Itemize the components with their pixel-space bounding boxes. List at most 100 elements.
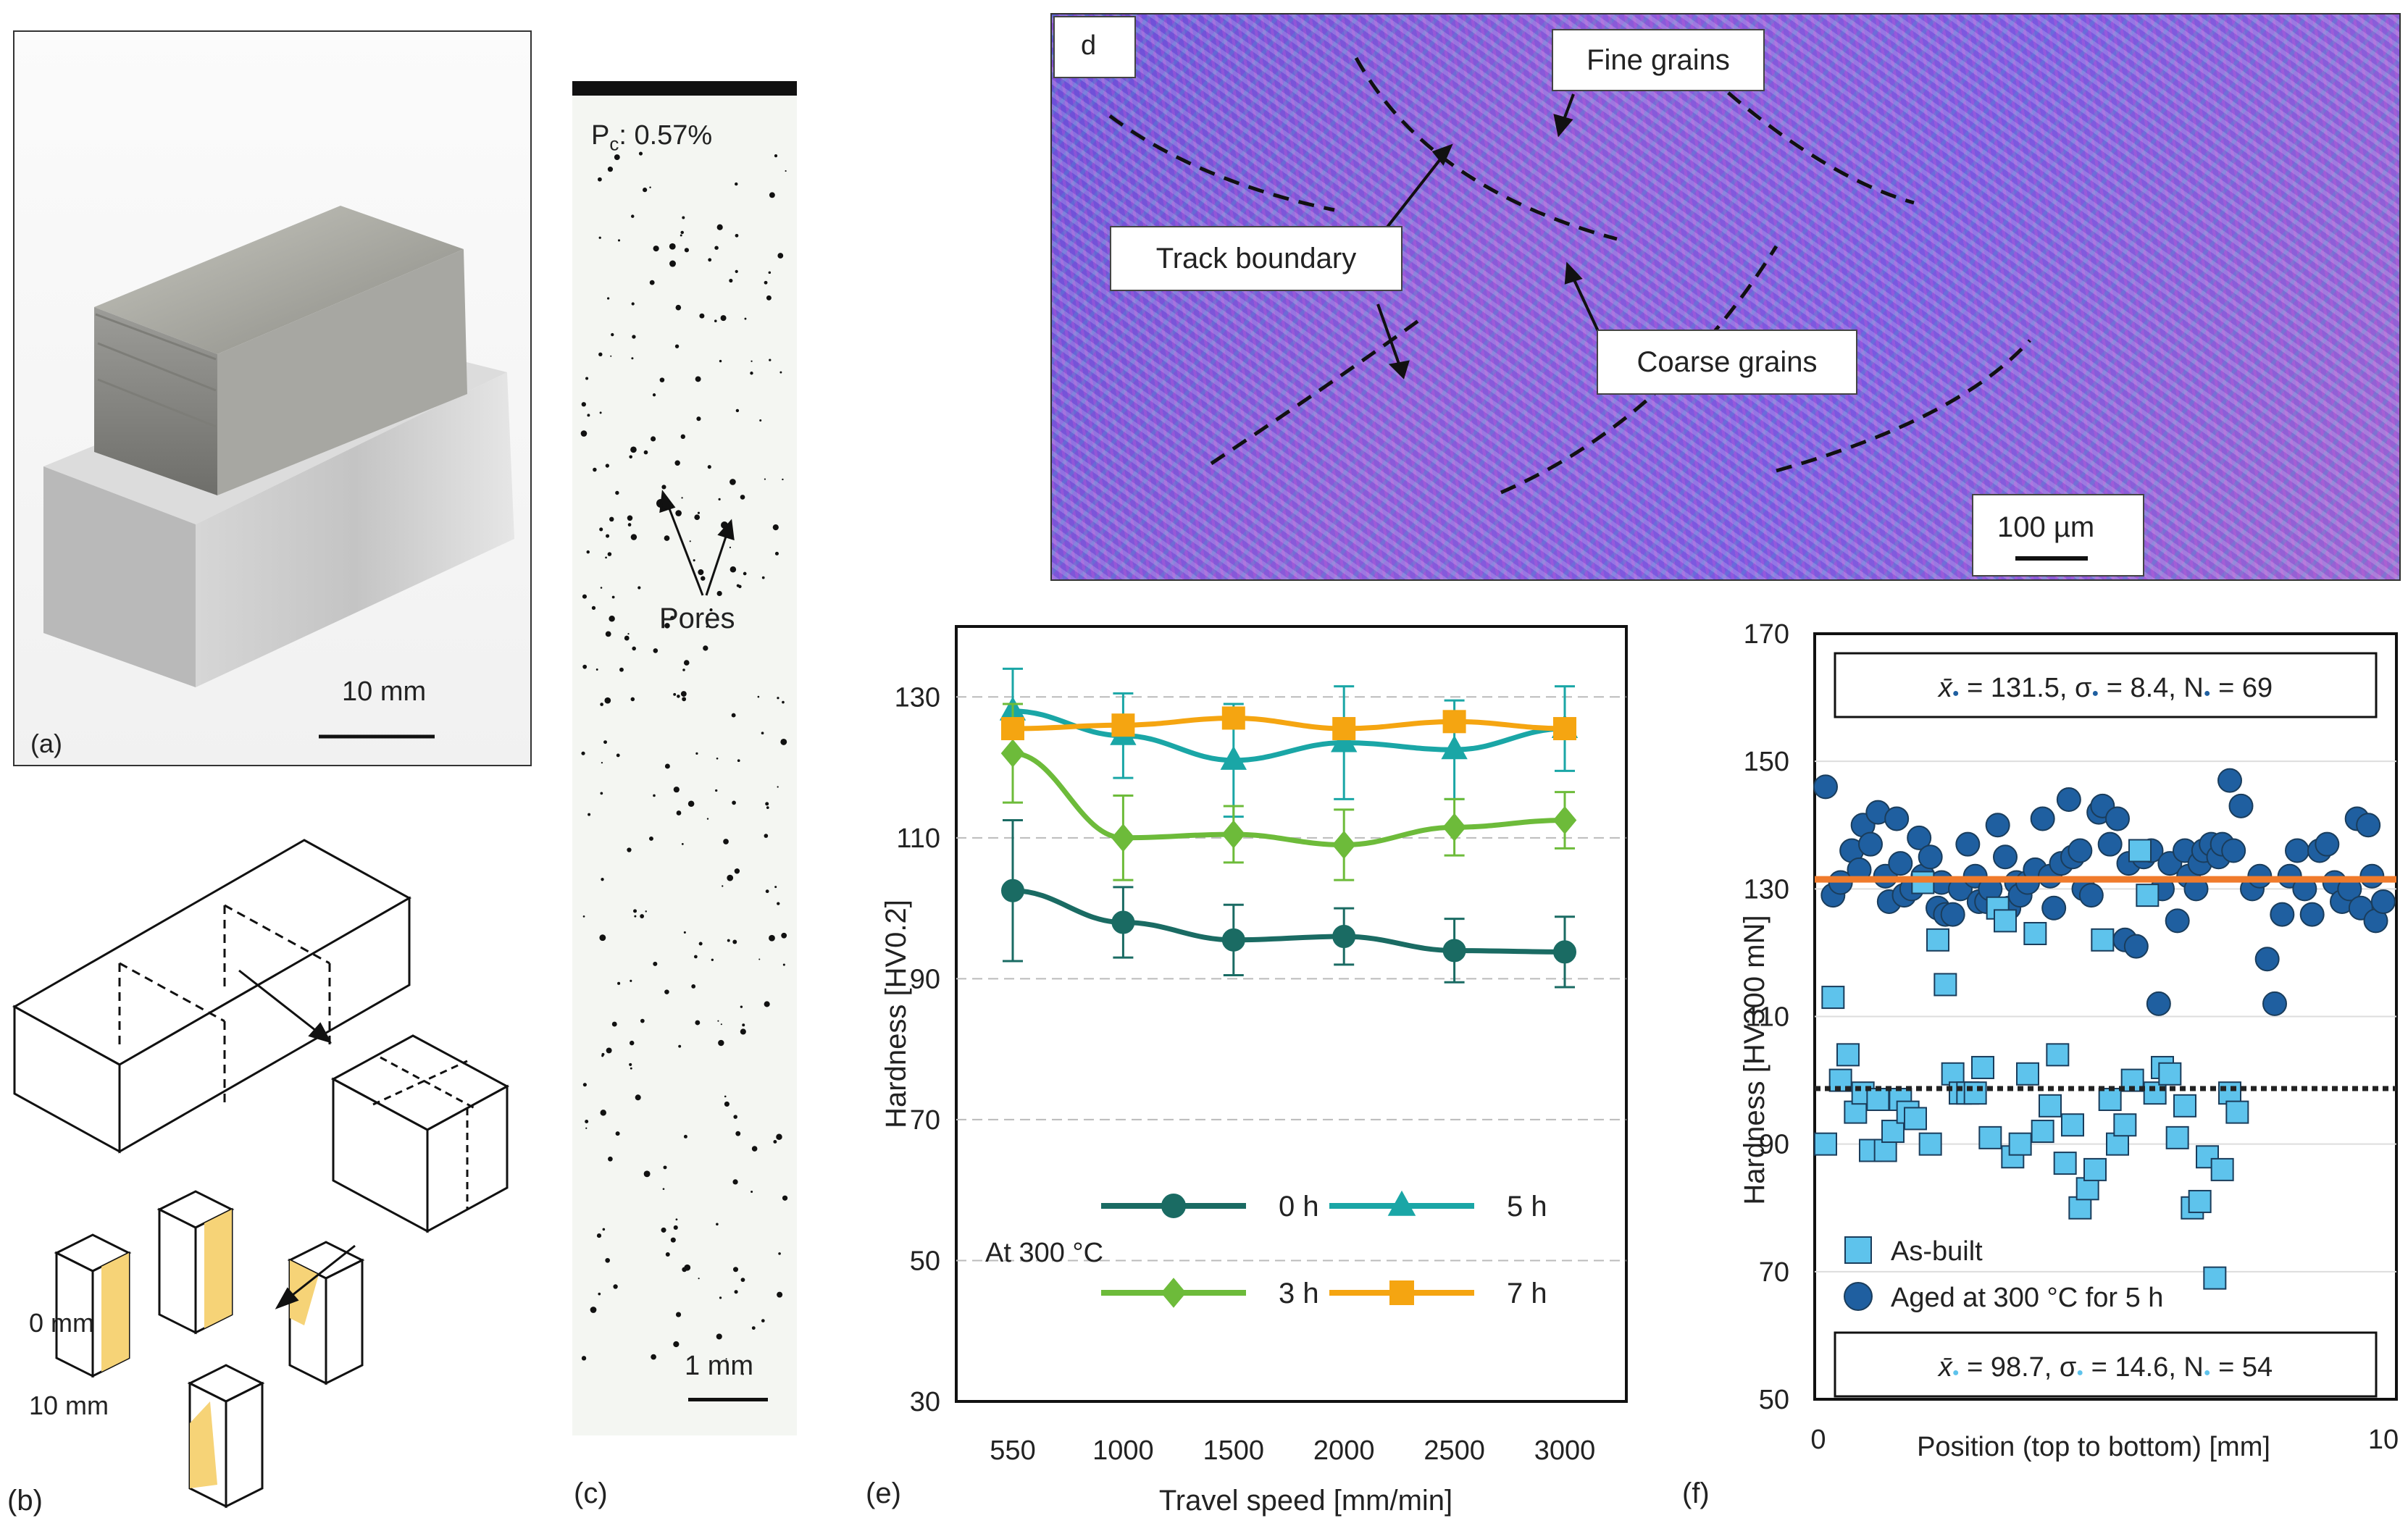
pore bbox=[609, 516, 614, 522]
data-point bbox=[1955, 831, 1981, 857]
data-point bbox=[2173, 1094, 2196, 1118]
pore bbox=[598, 352, 603, 357]
pore bbox=[687, 800, 695, 808]
track-boundary-callout: Track boundary bbox=[1110, 226, 1402, 291]
pore bbox=[717, 1020, 719, 1022]
pore bbox=[736, 584, 740, 587]
x-axis-label: Position (top to bottom) [mm] bbox=[1917, 1432, 2270, 1462]
pore bbox=[662, 1188, 665, 1190]
pore bbox=[661, 485, 666, 490]
pore bbox=[630, 446, 637, 453]
pore bbox=[769, 934, 775, 942]
pore bbox=[758, 958, 761, 960]
pore bbox=[684, 248, 690, 253]
pore bbox=[595, 668, 598, 671]
data-point bbox=[1907, 825, 1932, 850]
panel-d-label: d bbox=[1081, 30, 1097, 61]
pore bbox=[715, 789, 718, 792]
pore bbox=[606, 1047, 612, 1054]
pore bbox=[582, 1083, 587, 1087]
pore bbox=[706, 625, 708, 628]
pore bbox=[670, 616, 674, 621]
pore bbox=[593, 467, 597, 472]
pore bbox=[586, 550, 590, 554]
pore bbox=[729, 546, 732, 549]
stats-box bbox=[1834, 1331, 2378, 1398]
data-point bbox=[2075, 1177, 2099, 1201]
y-axis-label: Hardness [HV0.2] bbox=[880, 900, 912, 1128]
pore bbox=[725, 1358, 727, 1360]
pore bbox=[681, 497, 683, 499]
legend-entry: 7 h bbox=[1329, 1278, 1547, 1309]
pore bbox=[648, 836, 653, 841]
pore bbox=[635, 1094, 641, 1101]
pore bbox=[782, 963, 785, 966]
pore bbox=[701, 576, 706, 581]
pore bbox=[616, 753, 620, 758]
legend-marker bbox=[1387, 1190, 1416, 1216]
series-0-h bbox=[1001, 819, 1576, 989]
sample-block-photo bbox=[43, 206, 514, 739]
pore bbox=[659, 377, 665, 382]
pore bbox=[727, 939, 730, 942]
pore bbox=[602, 1228, 606, 1231]
legend-entry: 5 h bbox=[1329, 1190, 1547, 1223]
pore bbox=[776, 1133, 782, 1141]
pore bbox=[611, 332, 614, 337]
pore bbox=[772, 524, 779, 531]
pore bbox=[691, 984, 696, 989]
pore bbox=[601, 878, 604, 881]
pore bbox=[711, 958, 714, 961]
y-tick-label: 50 bbox=[910, 1246, 940, 1276]
coarse-grains-callout: Coarse grains bbox=[1597, 330, 1857, 395]
y-tick-label: 70 bbox=[910, 1105, 940, 1136]
pore bbox=[629, 455, 632, 459]
panel-b-schematic: 0 mm 10 mm (b) bbox=[0, 818, 551, 1521]
pore bbox=[591, 605, 596, 610]
pore bbox=[590, 1307, 597, 1313]
pore bbox=[724, 1101, 729, 1107]
legend-label: 7 h bbox=[1507, 1278, 1547, 1309]
panel-a-label: (a) bbox=[30, 729, 62, 758]
pore bbox=[706, 818, 709, 820]
pore bbox=[735, 408, 740, 413]
pore bbox=[677, 695, 680, 698]
pore bbox=[683, 1134, 687, 1139]
pore bbox=[735, 233, 739, 238]
legend-label: 0 h bbox=[1279, 1191, 1319, 1223]
pore bbox=[605, 1257, 610, 1263]
pore bbox=[735, 182, 738, 186]
pore bbox=[732, 1267, 739, 1273]
data-point bbox=[2218, 1081, 2241, 1105]
pore bbox=[664, 535, 670, 541]
pore bbox=[585, 377, 589, 380]
pore bbox=[599, 411, 602, 414]
pore bbox=[630, 697, 635, 702]
pore bbox=[600, 792, 603, 795]
pore bbox=[681, 842, 684, 845]
boundary-overlay bbox=[1108, 56, 2084, 559]
pore bbox=[695, 376, 701, 382]
panel-d-scale-bar bbox=[2015, 556, 2088, 561]
pore bbox=[698, 1278, 700, 1280]
data-point bbox=[2221, 838, 2246, 863]
y-axis-label: Hardness [HV300 mN] bbox=[1739, 915, 1771, 1204]
series-5-h bbox=[999, 667, 1579, 818]
pore bbox=[582, 664, 588, 669]
legend-marker bbox=[1844, 1236, 1872, 1264]
data-point bbox=[2370, 889, 2396, 914]
pore bbox=[742, 1372, 744, 1375]
panel-d-grain-map: d Fine grains Track boundary Coarse grai… bbox=[1050, 13, 2401, 581]
pore bbox=[664, 623, 670, 629]
pore bbox=[774, 551, 779, 556]
pore bbox=[734, 1290, 738, 1294]
pore bbox=[744, 317, 747, 320]
pore bbox=[723, 839, 729, 844]
pore bbox=[778, 1252, 781, 1255]
pore bbox=[683, 931, 686, 934]
data-point bbox=[1111, 823, 1135, 852]
pore bbox=[777, 1291, 783, 1298]
pore bbox=[777, 697, 779, 700]
panel-a-scale-text: 10 mm bbox=[342, 676, 427, 707]
pore bbox=[627, 632, 630, 635]
